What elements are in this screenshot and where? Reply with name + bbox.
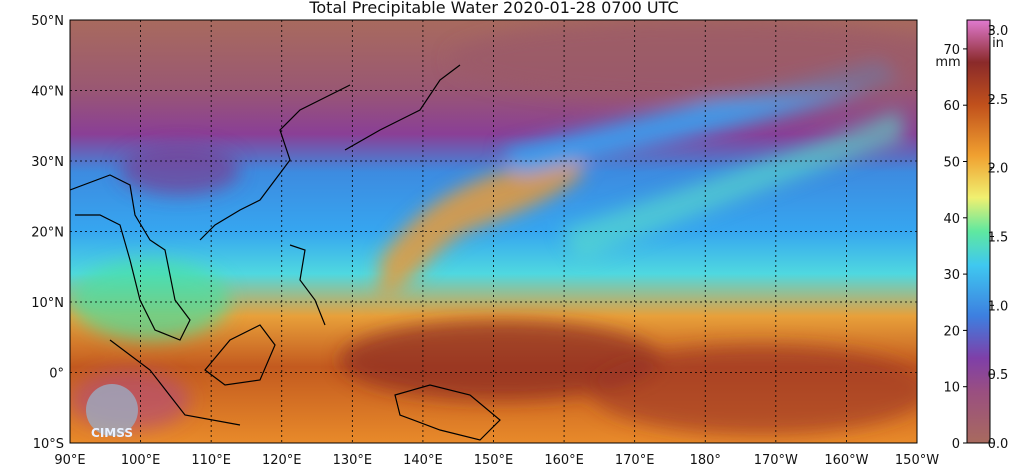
in-unit: in (992, 36, 1004, 51)
lon-label: 170°W (754, 453, 798, 468)
mm-tick-label: 0 (952, 437, 960, 452)
logo-text: CIMSS (91, 426, 133, 440)
colorbar (966, 19, 991, 444)
mm-tick-label: 40 (943, 212, 960, 227)
lon-label: 120°E (262, 453, 302, 468)
lon-label: 150°E (474, 453, 514, 468)
title: Total Precipitable Water 2020-01-28 0700… (308, 0, 678, 17)
lat-label: 20°N (31, 226, 64, 241)
lon-label: 100°E (121, 453, 161, 468)
lat-label: 50°N (31, 14, 64, 29)
lon-label: 160°E (544, 453, 584, 468)
mm-tick-label: 70 (943, 43, 960, 58)
in-tick-label: 0.5 (988, 368, 1009, 383)
mm-tick-label: 60 (943, 99, 960, 114)
lon-label: 110°E (191, 453, 231, 468)
mm-tick-label: 50 (943, 156, 960, 171)
lat-label: 10°N (31, 296, 64, 311)
in-tick-label: 2.5 (988, 93, 1009, 108)
lon-label: 170°E (615, 453, 655, 468)
lat-label: 40°N (31, 85, 64, 100)
lat-label: 30°N (31, 155, 64, 170)
in-tick-label: 0.0 (988, 437, 1009, 452)
map-image: CIMSS (70, 20, 917, 443)
map-frame (69, 19, 918, 444)
lon-label: 130°E (333, 453, 373, 468)
mm-unit: mm (935, 55, 960, 70)
cimss-logo: CIMSS (86, 384, 138, 440)
lat-label: 10°S (33, 437, 64, 452)
lon-label: 160°W (824, 453, 868, 468)
in-tick-label: 3.0 (988, 24, 1009, 39)
in-tick-label: 1.0 (988, 299, 1009, 314)
mm-tick-label: 20 (943, 324, 960, 339)
lon-label: 140°E (403, 453, 443, 468)
lon-label: 150°W (895, 453, 939, 468)
lon-label: 90°E (54, 453, 85, 468)
lon-label: 180° (690, 453, 721, 468)
lat-label: 0° (49, 367, 64, 382)
mm-tick-label: 30 (943, 268, 960, 283)
mm-tick-label: 10 (943, 381, 960, 396)
in-tick-label: 2.0 (988, 162, 1009, 177)
in-tick-label: 1.5 (988, 231, 1009, 246)
